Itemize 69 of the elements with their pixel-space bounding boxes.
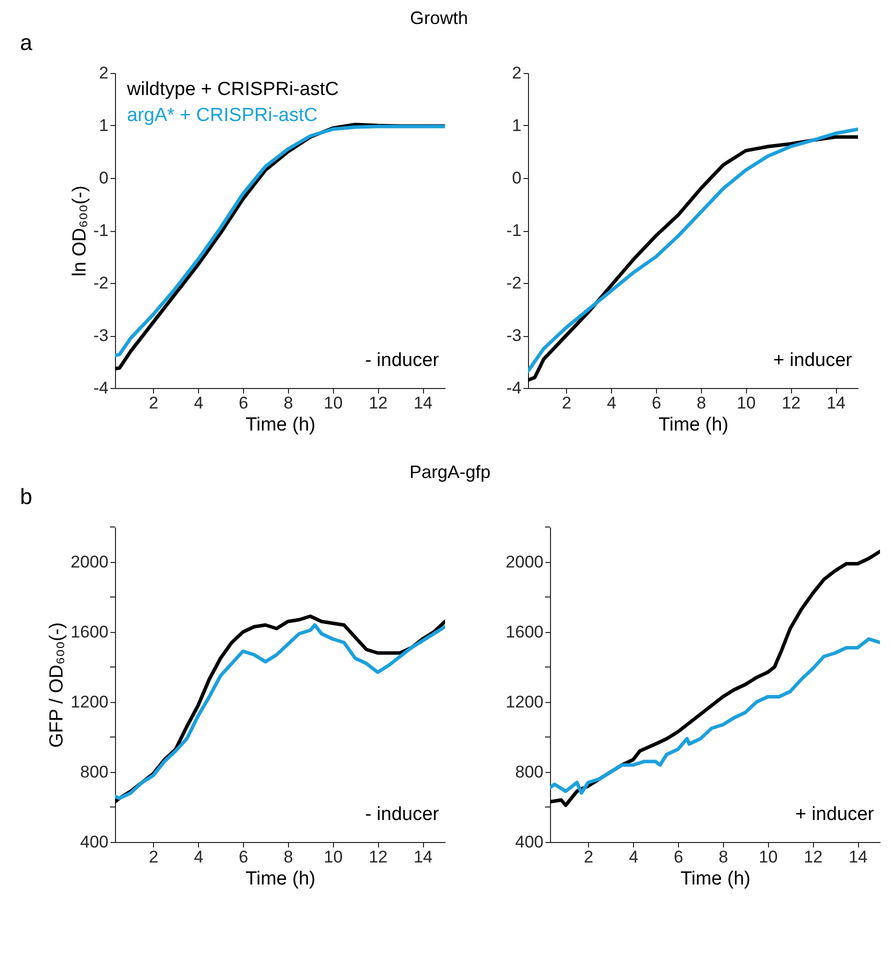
x-tick-label: 2 — [148, 848, 158, 866]
x-axis-title: Time (h) — [658, 414, 729, 436]
y-tick-label: -3 — [506, 326, 522, 345]
x-tick-label: 2 — [562, 394, 572, 412]
series-label: wildtype + CRISPRi-astC — [126, 79, 339, 100]
x-tick-label: 14 — [826, 394, 846, 412]
x-tick-label: 8 — [718, 848, 728, 866]
y-tick-label: 0 — [99, 168, 108, 188]
line-series — [550, 637, 880, 795]
annotation: - inducer — [365, 804, 440, 825]
x-tick-label: 6 — [238, 394, 248, 412]
x-tick-label: 4 — [628, 848, 638, 866]
x-tick-label: 8 — [284, 848, 294, 866]
x-tick-label: 6 — [652, 394, 662, 412]
annotation: + inducer — [795, 804, 875, 825]
y-tick-label: -4 — [506, 378, 522, 398]
y-tick-label: 2000 — [506, 552, 544, 572]
y-tick-label: -1 — [93, 221, 108, 240]
y-tick-label: 1 — [512, 116, 522, 135]
x-tick-label: 12 — [368, 394, 388, 412]
chart-title: PargA-gfp — [409, 462, 491, 482]
x-tick-label: 14 — [414, 394, 433, 412]
x-tick-label: 6 — [674, 848, 684, 866]
y-tick-label: 1 — [99, 116, 108, 135]
y-axis-title: ln OD₆₀₀(-) — [69, 186, 90, 276]
x-tick-label: 10 — [324, 394, 343, 412]
series-label: argA* + CRISPRi-astC — [127, 105, 318, 126]
x-axis-title: Time (h) — [680, 868, 751, 890]
y-tick-label: 1600 — [506, 622, 544, 642]
y-tick-label: -3 — [93, 326, 108, 345]
chart-title: Growth — [410, 8, 468, 28]
y-axis-title: GFP / OD₆₀₀(-) — [46, 622, 68, 748]
x-tick-label: 8 — [284, 394, 294, 412]
y-tick-label: -2 — [93, 274, 108, 292]
x-tick-label: 12 — [368, 848, 388, 866]
x-tick-label: 10 — [324, 848, 343, 866]
y-tick-label: 400 — [80, 832, 108, 852]
y-tick-label: 2 — [512, 64, 522, 82]
y-tick-label: 2000 — [70, 552, 108, 572]
x-tick-label: 12 — [782, 394, 801, 412]
x-tick-label: 10 — [736, 394, 756, 412]
text: b — [20, 484, 32, 509]
x-tick-label: 2 — [584, 848, 594, 866]
x-tick-label: 10 — [758, 848, 778, 866]
x-tick-label: 14 — [848, 848, 868, 866]
y-tick-label: 0 — [512, 168, 522, 188]
y-tick-label: 400 — [515, 832, 544, 852]
y-tick-label: -4 — [93, 378, 108, 398]
annotation: - inducer — [365, 350, 440, 371]
annotation: + inducer — [773, 350, 853, 371]
y-tick-label: 800 — [515, 762, 544, 782]
x-tick-label: 8 — [696, 394, 706, 412]
x-tick-label: 14 — [414, 848, 433, 866]
x-tick-label: 6 — [238, 848, 248, 866]
y-tick-label: -1 — [506, 221, 522, 240]
x-axis-title: Time (h) — [245, 414, 316, 436]
x-tick-label: 4 — [194, 394, 204, 412]
y-tick-label: 1600 — [70, 622, 108, 642]
x-tick-label: 2 — [148, 394, 158, 412]
y-tick-label: 1200 — [70, 692, 108, 712]
y-tick-label: -2 — [506, 274, 522, 292]
x-tick-label: 4 — [606, 394, 616, 412]
y-tick-label: 1200 — [506, 692, 544, 712]
y-tick-label: 2 — [99, 64, 108, 82]
x-tick-label: 4 — [194, 848, 204, 866]
x-axis-title: Time (h) — [245, 868, 316, 890]
y-tick-label: 800 — [80, 762, 108, 782]
text: a — [20, 30, 33, 55]
x-tick-label: 12 — [804, 848, 823, 866]
